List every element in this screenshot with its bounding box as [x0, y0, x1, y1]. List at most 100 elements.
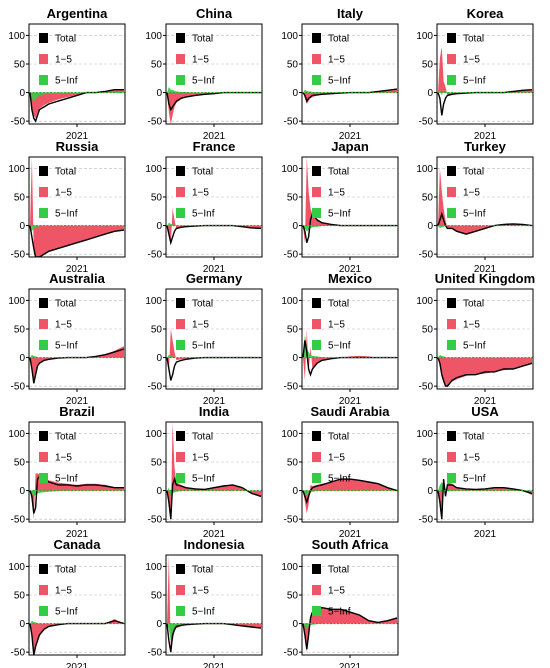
series-area-5-inf [30, 92, 124, 102]
legend-label: 1−5 [328, 320, 345, 331]
series-line-total [166, 224, 262, 246]
panel-title: Japan [331, 139, 369, 154]
legend-label: 1−5 [192, 586, 209, 597]
legend-label: 1−5 [55, 188, 72, 199]
legend-key [447, 340, 456, 350]
x-tick-label: 2021 [66, 264, 89, 275]
legend-label: 5−Inf [328, 76, 351, 87]
legend-label: 1−5 [192, 188, 209, 199]
y-tick-label: 50 [14, 193, 26, 204]
y-tick-label: 0 [156, 88, 162, 99]
legend-label: Total [328, 34, 349, 45]
plot-area [166, 555, 262, 653]
legend-key [39, 298, 48, 308]
y-tick-label: 50 [422, 325, 434, 336]
x-tick-label: 2021 [474, 264, 497, 275]
y-tick-label: -50 [419, 117, 434, 128]
legend-key [176, 208, 185, 218]
legend-label: 5−Inf [55, 209, 78, 220]
legend-key [176, 585, 185, 595]
series-line-total [437, 89, 533, 116]
legend-key [312, 166, 321, 176]
legend-key [176, 473, 185, 483]
legend-label: Total [192, 565, 213, 576]
legend-key [176, 431, 185, 441]
legend-key [176, 187, 185, 197]
legend-key [176, 75, 185, 85]
y-tick-label: 0 [292, 88, 298, 99]
series-area-5-inf [30, 490, 124, 497]
legend-label: 5−Inf [192, 76, 215, 87]
legend-key [312, 452, 321, 462]
legend-key [176, 319, 185, 329]
series-area-1-5 [303, 607, 397, 653]
panel-argentina: Argentina -50 0 50 100 2021 Total 1−5 5−Inf [8, 6, 126, 142]
plot-area [29, 157, 125, 257]
y-tick-label: 50 [287, 458, 299, 469]
legend-label: Total [328, 167, 349, 178]
y-tick-label: -50 [148, 382, 163, 393]
legend-key [39, 75, 48, 85]
legend-label: 5−Inf [192, 209, 215, 220]
panel-title: USA [471, 404, 499, 419]
legend-label: 5−Inf [328, 209, 351, 220]
panel-title: Australia [49, 271, 105, 286]
legend-label: 5−Inf [55, 474, 78, 485]
x-tick-label: 2021 [203, 662, 226, 668]
legend-key [39, 452, 48, 462]
panel-australia: Australia -50 0 50 100 2021 Total 1−5 5−Inf [8, 271, 126, 407]
legend-key [312, 187, 321, 197]
y-tick-label: 100 [8, 562, 25, 573]
series-area-5-inf [167, 86, 261, 93]
series-area-1-5 [30, 346, 124, 384]
plot-area [437, 46, 533, 116]
legend-key [176, 606, 185, 616]
legend-key [447, 452, 456, 462]
y-tick-label: 50 [14, 60, 26, 71]
plot-area [29, 89, 125, 123]
y-tick-label: 50 [287, 60, 299, 71]
y-tick-label: 50 [287, 591, 299, 602]
series-area-5-inf [303, 225, 397, 232]
series-line-total [29, 89, 124, 123]
y-tick-label: 100 [416, 31, 433, 42]
y-tick-label: 100 [8, 164, 25, 175]
panel-italy: Italy -50 0 50 100 2021 Total 1−5 5−Inf [281, 6, 399, 142]
panel-south-africa: South Africa -50 0 50 100 2021 Total 1−5 5−Inf [281, 537, 399, 668]
panel-brazil: Brazil -50 0 50 100 2021 Total 1−5 5−Inf [8, 404, 126, 540]
legend-key [39, 340, 48, 350]
plot-area [437, 354, 533, 388]
legend-label: 5−Inf [463, 341, 486, 352]
legend-key [447, 473, 456, 483]
legend-key [39, 473, 48, 483]
legend-label: Total [328, 432, 349, 443]
y-tick-label: 0 [427, 88, 433, 99]
y-tick-label: 0 [292, 353, 298, 364]
y-tick-label: -50 [284, 250, 299, 261]
y-tick-label: 100 [281, 296, 298, 307]
panel-saudi-arabia: Saudi Arabia -50 0 50 100 2021 Total 1−5 5−Inf [281, 404, 399, 540]
x-tick-label: 2021 [474, 396, 497, 407]
series-area-1-5 [30, 157, 124, 257]
legend-key [447, 54, 456, 64]
legend-key [312, 208, 321, 218]
y-tick-label: 100 [281, 164, 298, 175]
y-tick-label: 100 [416, 429, 433, 440]
y-tick-label: 0 [19, 221, 25, 232]
legend-label: 1−5 [192, 55, 209, 66]
series-area-5-inf [303, 623, 397, 630]
y-tick-label: 100 [281, 562, 298, 573]
series-line-total [437, 479, 533, 520]
legend-label: 5−Inf [463, 209, 486, 220]
y-tick-label: 50 [422, 60, 434, 71]
y-tick-label: -50 [11, 382, 26, 393]
legend-label: Total [55, 565, 76, 576]
plot-area [166, 329, 262, 381]
legend-key [39, 606, 48, 616]
legend-key [447, 319, 456, 329]
panel-mexico: Mexico -50 0 50 100 2021 Total 1−5 5−Inf [281, 271, 399, 407]
series-area-1-5 [167, 92, 261, 124]
panel-turkey: Turkey -50 0 50 100 2021 Total 1−5 5−Inf [416, 139, 534, 275]
plot-area [29, 346, 125, 384]
y-tick-label: 0 [156, 619, 162, 630]
